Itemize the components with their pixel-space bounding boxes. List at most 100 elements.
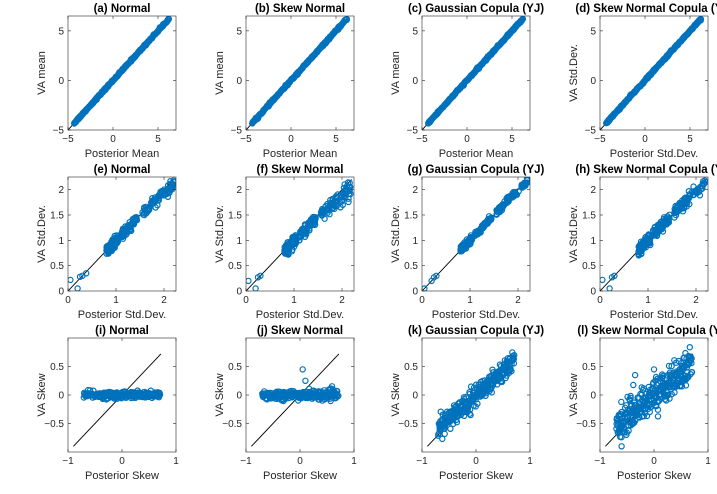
data-point [618, 443, 625, 450]
data-point [482, 392, 489, 399]
scatter-points [603, 16, 705, 127]
x-tick-label: 1 [645, 295, 651, 306]
data-point [284, 244, 291, 251]
data-point [511, 188, 519, 196]
y-tick-label: 1 [590, 236, 596, 247]
data-point [342, 194, 349, 201]
y-tick-label: 2 [412, 185, 418, 196]
data-point [104, 242, 111, 250]
data-point [479, 225, 486, 232]
data-point [483, 219, 490, 227]
data-point [123, 224, 130, 231]
data-point [328, 383, 336, 390]
data-point [519, 16, 526, 23]
y-tick-label: 0.5 [582, 362, 596, 373]
x-tick-label: 0 [243, 295, 249, 306]
data-point [650, 366, 658, 373]
x-tick-label: 0 [642, 134, 648, 145]
data-point [511, 352, 518, 359]
subplot-title: (a) Normal [94, 3, 151, 15]
subplot-6: 0 1 2 0 0.5 1 1.5 2 (f) Skew Normal Posterior Std… [214, 164, 355, 321]
x-axis-label: Posterior Mean [439, 148, 514, 160]
data-point [488, 389, 495, 396]
x-tick-label: 0 [651, 456, 657, 467]
data-point [246, 277, 252, 285]
subplot-10: −1 0 1 −0.5 0 0.5 (j) Skew Normal Posterior Ske… [214, 325, 357, 482]
data-point [659, 372, 667, 380]
x-axis-label: Posterior Mean [263, 148, 338, 160]
x-tick-label: −1 [416, 456, 428, 467]
data-point [688, 369, 696, 376]
x-tick-label: 2 [693, 295, 699, 306]
data-point [249, 119, 256, 127]
axes-box [245, 15, 355, 131]
subplot-title: (e) Normal [94, 164, 151, 176]
data-point [252, 285, 259, 291]
x-axis-label: Posterior Skew [263, 470, 337, 482]
data-point [637, 244, 644, 251]
data-point [507, 192, 514, 200]
x-tick-label: 1 [527, 456, 533, 467]
data-point [302, 377, 309, 384]
data-point [467, 236, 474, 243]
x-tick-label: 2 [515, 295, 521, 306]
data-point [345, 198, 352, 206]
scatter-points [613, 344, 696, 450]
y-axis-label: VA mean [214, 51, 226, 95]
y-tick-label: −0.5 [222, 419, 242, 430]
x-tick-label: 1 [351, 456, 357, 467]
subplot-title: (h) Skew Normal Copula (YJ) [575, 164, 717, 176]
data-point [122, 228, 130, 235]
data-point [688, 355, 695, 362]
x-axis-label: Posterior Mean [85, 148, 160, 160]
axes-box [421, 176, 531, 292]
data-point [498, 378, 506, 385]
axes-box [67, 15, 177, 131]
x-tick-label: 5 [155, 134, 161, 145]
x-tick-label: 0 [297, 456, 303, 467]
data-point [488, 214, 495, 221]
data-point [689, 188, 696, 195]
data-point [287, 240, 295, 248]
x-tick-label: 0 [464, 134, 470, 145]
scatter-points [435, 349, 518, 443]
data-point [686, 344, 694, 351]
x-axis-label: Posterior Std.Dev. [610, 148, 698, 160]
x-tick-label: 2 [161, 295, 167, 306]
data-point [144, 208, 151, 215]
x-tick-label: −1 [594, 456, 606, 467]
data-point [156, 391, 164, 398]
data-point [503, 199, 511, 206]
data-point [299, 366, 306, 373]
y-tick-label: −0.5 [398, 419, 418, 430]
data-point [453, 419, 461, 426]
data-point [326, 210, 333, 218]
y-tick-label: 0.5 [404, 362, 418, 373]
data-point [627, 392, 634, 400]
x-tick-label: −5 [594, 134, 606, 145]
subplot-title: (f) Skew Normal [257, 164, 344, 176]
data-point [306, 227, 313, 234]
x-tick-label: −1 [62, 456, 74, 467]
data-point [324, 200, 331, 208]
y-tick-label: −5 [53, 126, 65, 137]
data-point [302, 226, 309, 233]
y-tick-label: 5 [58, 26, 64, 37]
data-point [627, 394, 634, 401]
subplot-1: −5 0 5 −5 0 5 (a) Normal Posterior Mean VA mean [36, 3, 177, 160]
data-point [675, 207, 682, 214]
data-point [82, 270, 90, 277]
data-point [162, 190, 169, 197]
data-point [655, 397, 663, 404]
y-axis-label: VA mean [36, 51, 48, 95]
y-tick-label: 0.5 [50, 261, 64, 272]
x-tick-label: 0 [419, 295, 425, 306]
data-point [632, 417, 639, 425]
data-point [332, 198, 340, 205]
data-point [441, 430, 448, 438]
data-point [422, 285, 428, 291]
x-tick-label: 0 [597, 295, 603, 306]
data-point [345, 195, 352, 202]
y-tick-label: 0 [412, 287, 418, 298]
y-tick-label: 1 [236, 236, 242, 247]
